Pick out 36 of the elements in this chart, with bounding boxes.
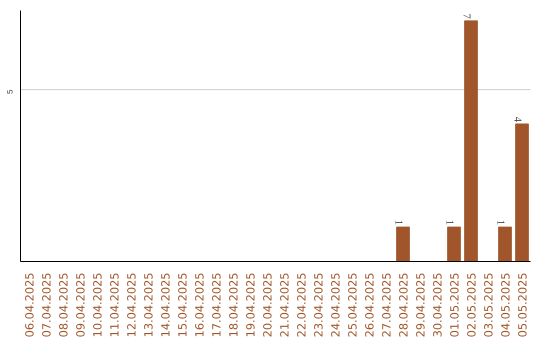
x-tick-label: 22.04.2025	[294, 272, 308, 338]
x-tick-label: 03.05.2025	[482, 272, 496, 338]
x-tick-label: 11.04.2025	[108, 272, 122, 338]
x-tick-label: 09.04.2025	[74, 272, 88, 338]
x-tick-label: 18.04.2025	[226, 272, 240, 338]
x-tick-label: 04.05.2025	[498, 272, 512, 338]
x-tick-label: 27.04.2025	[380, 272, 394, 338]
x-tick-label: 13.04.2025	[142, 272, 156, 338]
data-label: 1	[444, 220, 454, 226]
x-tick-label: 08.04.2025	[56, 272, 70, 338]
x-tick-label: 02.05.2025	[464, 272, 478, 338]
data-label: 4	[512, 116, 522, 123]
data-label: 1	[392, 220, 404, 226]
x-tick-label: 05.05.2025	[516, 272, 530, 338]
x-tick-label: 14.04.2025	[158, 272, 172, 338]
x-tick-label: 21.04.2025	[278, 272, 292, 338]
x-tick-label: 20.04.2025	[260, 272, 274, 338]
x-tick-label: 30.04.2025	[430, 272, 444, 338]
x-tick-label: 15.04.2025	[176, 272, 190, 338]
x-tick-label: 16.04.2025	[192, 272, 206, 338]
data-label: 1	[494, 220, 506, 226]
x-tick-label: 25.04.2025	[346, 272, 360, 338]
data-label: 7	[460, 14, 472, 20]
ref-line-label: 5	[6, 89, 14, 94]
x-tick-label: 28.04.2025	[396, 272, 410, 338]
x-tick-label: 10.04.2025	[90, 272, 104, 338]
x-tick-label: 23.04.2025	[312, 272, 326, 338]
x-tick-label: 12.04.2025	[124, 272, 138, 338]
x-tick-label: 26.04.2025	[362, 272, 376, 338]
x-tick-label: 29.04.2025	[414, 272, 428, 338]
x-tick-label: 07.04.2025	[40, 272, 54, 338]
x-tick-label: 01.05.2025	[448, 272, 462, 338]
x-tick-label: 19.04.2025	[244, 272, 258, 338]
x-tick-label: 24.04.2025	[328, 272, 342, 338]
x-tick-label: 06.04.2025	[22, 272, 36, 338]
x-tick-label: 17.04.2025	[210, 272, 224, 338]
